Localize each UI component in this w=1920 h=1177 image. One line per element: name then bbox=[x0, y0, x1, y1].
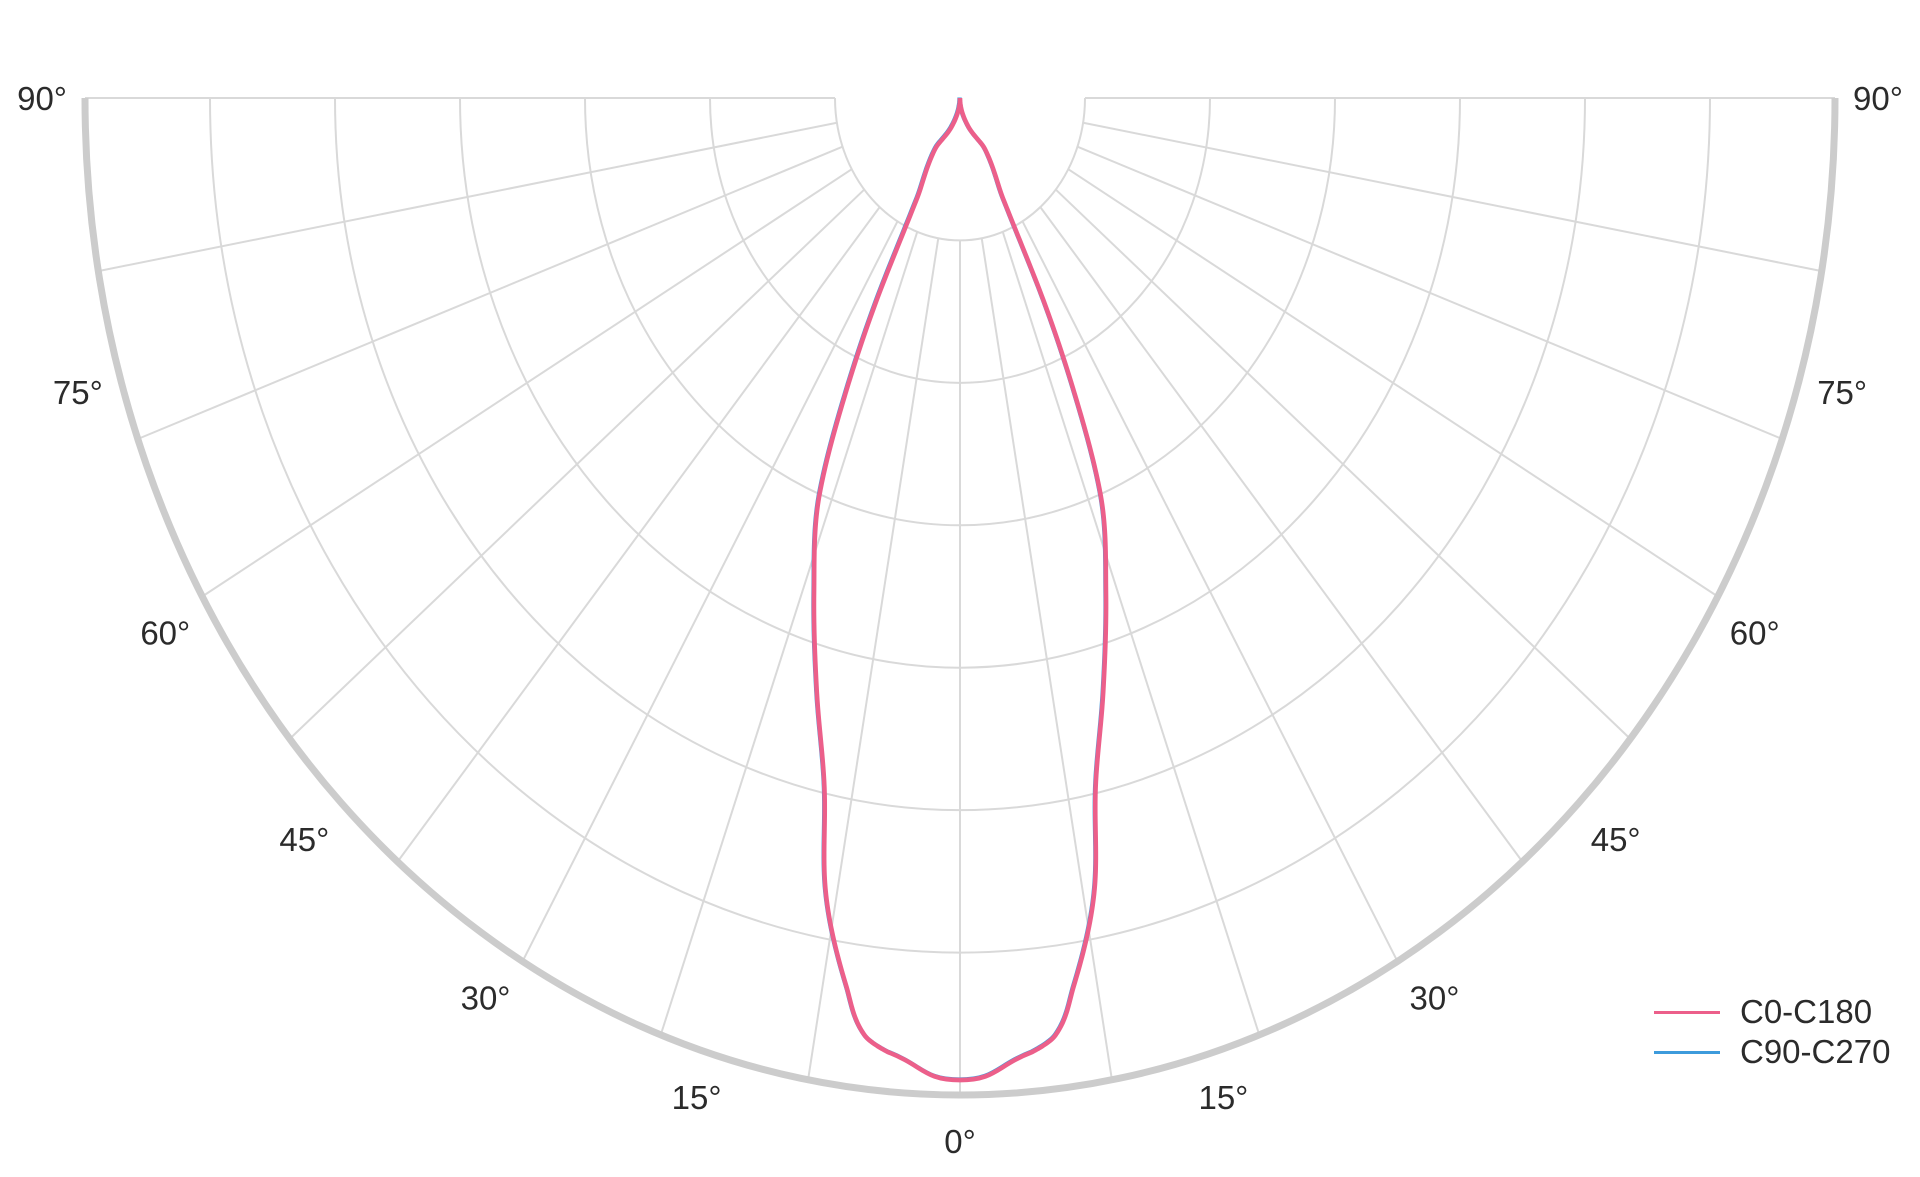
svg-text:45°: 45° bbox=[279, 821, 329, 858]
svg-text:30°: 30° bbox=[461, 979, 511, 1016]
svg-text:15°: 15° bbox=[1198, 1079, 1248, 1116]
svg-text:15°: 15° bbox=[672, 1079, 722, 1116]
svg-text:90°: 90° bbox=[1853, 80, 1903, 117]
svg-text:90°: 90° bbox=[17, 80, 67, 117]
svg-text:75°: 75° bbox=[1817, 374, 1867, 411]
svg-text:30°: 30° bbox=[1410, 979, 1460, 1016]
svg-text:0°: 0° bbox=[944, 1123, 976, 1160]
svg-text:45°: 45° bbox=[1591, 821, 1641, 858]
svg-text:60°: 60° bbox=[140, 615, 190, 652]
svg-text:60°: 60° bbox=[1730, 615, 1780, 652]
svg-text:75°: 75° bbox=[53, 374, 103, 411]
